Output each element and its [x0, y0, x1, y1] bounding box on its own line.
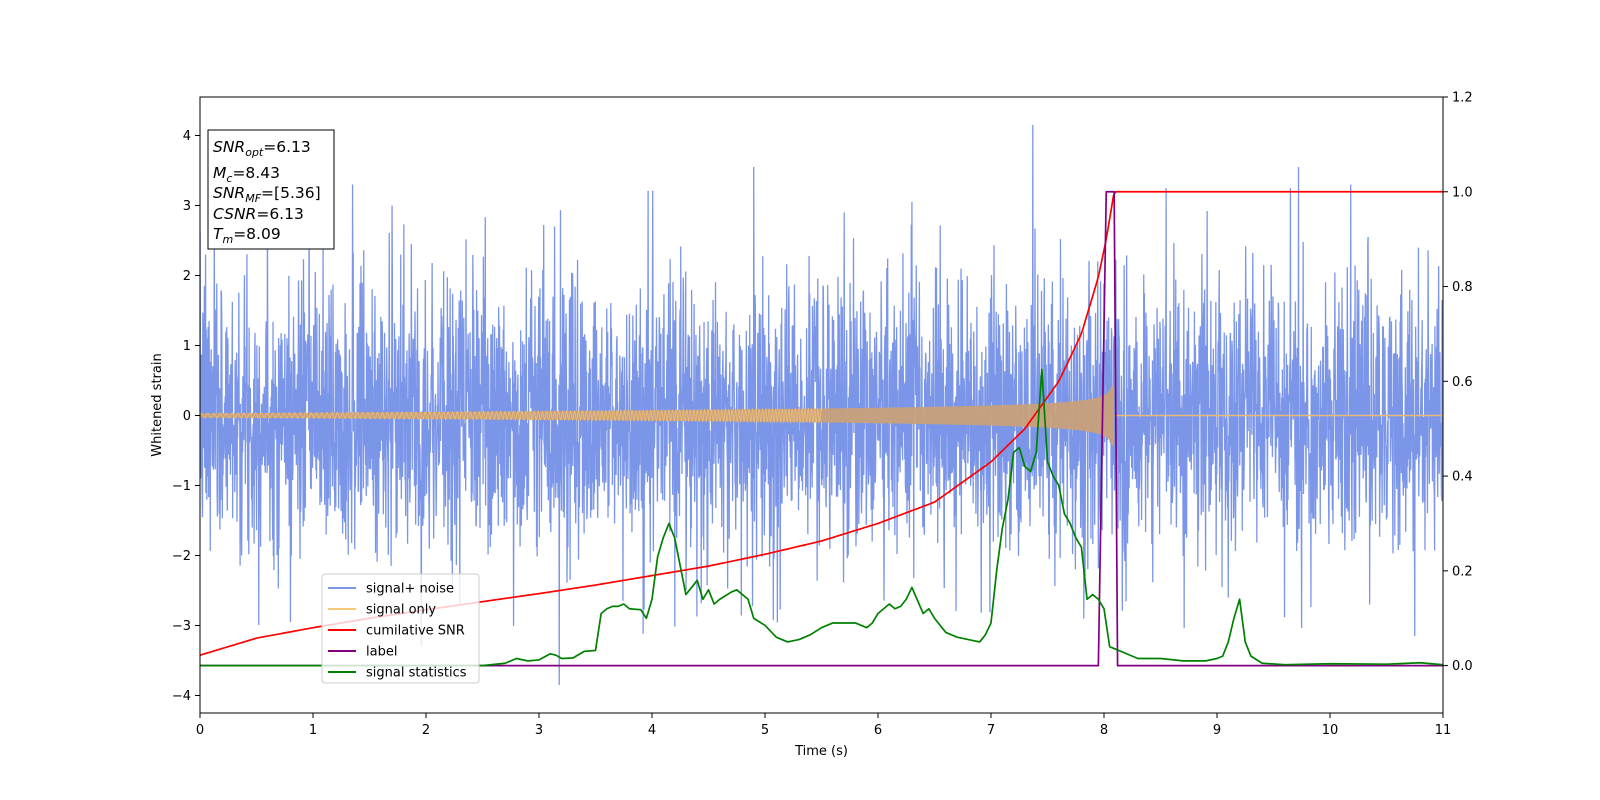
x-tick-label: 1 [309, 723, 317, 738]
x-tick-label: 2 [422, 723, 430, 738]
series-signal-statistics-line [200, 368, 1443, 667]
legend-label-signal-statistics: signal statistics [366, 666, 467, 681]
x-tick-label: 5 [761, 723, 769, 738]
x-tick-label: 9 [1213, 723, 1221, 738]
legend-label-cumilative-snr: cumilative SNR [366, 624, 465, 639]
series-signal-noise-line [200, 124, 1443, 686]
y-tick-label: 4 [183, 129, 191, 144]
x-tick-label: 4 [648, 723, 656, 738]
y2-tick-label: 0.8 [1452, 280, 1473, 295]
legend: signal+ noise signal only cumilative SNR la… [321, 573, 480, 684]
series-signal-only-line [200, 406, 822, 425]
y-tick-label: 0 [183, 409, 191, 424]
y-tick-label: −4 [172, 689, 191, 704]
y-axis-left: −4 −3 −2 −1 0 1 2 3 4 [172, 129, 200, 704]
x-tick-label: 10 [1322, 723, 1339, 738]
y-tick-label: 1 [183, 339, 191, 354]
legend-label-signal-noise: signal+ noise [366, 582, 454, 597]
x-tick-label: 3 [535, 723, 543, 738]
y-tick-label: −2 [172, 549, 191, 564]
y2-tick-label: 1.0 [1452, 185, 1473, 200]
legend-frame [321, 573, 480, 684]
x-tick-label: 6 [874, 723, 882, 738]
info-row-1: Mc=8.43 [213, 164, 280, 185]
y2-tick-label: 0.6 [1452, 375, 1473, 390]
y-axis-label: Whitened strain [150, 353, 165, 456]
x-tick-label: 11 [1435, 723, 1452, 738]
y2-tick-label: 1.2 [1452, 91, 1473, 106]
plot-frame [199, 96, 1444, 714]
x-axis: 0 1 2 3 4 5 6 7 8 9 10 11 [196, 713, 1451, 738]
x-tick-label: 8 [1100, 723, 1108, 738]
legend-label-label: label [366, 645, 397, 660]
info-row-2: SNRMF=[5.36] [213, 184, 321, 205]
x-tick-label: 0 [196, 723, 204, 738]
y-tick-label: −1 [172, 479, 191, 494]
legend-label-signal-only: signal only [366, 603, 436, 618]
y2-tick-label: 0.2 [1452, 564, 1473, 579]
x-axis-label: Time (s) [794, 744, 848, 759]
y-tick-label: −3 [172, 619, 191, 634]
info-row-3: CSNR=6.13 [213, 205, 304, 223]
y-axis-right: 0.0 0.2 0.4 0.6 0.8 1.0 1.2 [1443, 91, 1473, 674]
y2-tick-label: 0.4 [1452, 470, 1473, 485]
y-tick-label: 2 [183, 269, 191, 284]
info-row-0: SNRopt=6.13 [213, 138, 311, 159]
y2-tick-label: 0.0 [1452, 659, 1473, 674]
y-tick-label: 3 [183, 199, 191, 214]
x-tick-label: 7 [987, 723, 995, 738]
info-box-frame [207, 129, 335, 250]
series-layer [200, 124, 1443, 686]
info-row-4: Tm=8.09 [213, 225, 281, 246]
series-label-line [200, 190, 1443, 667]
